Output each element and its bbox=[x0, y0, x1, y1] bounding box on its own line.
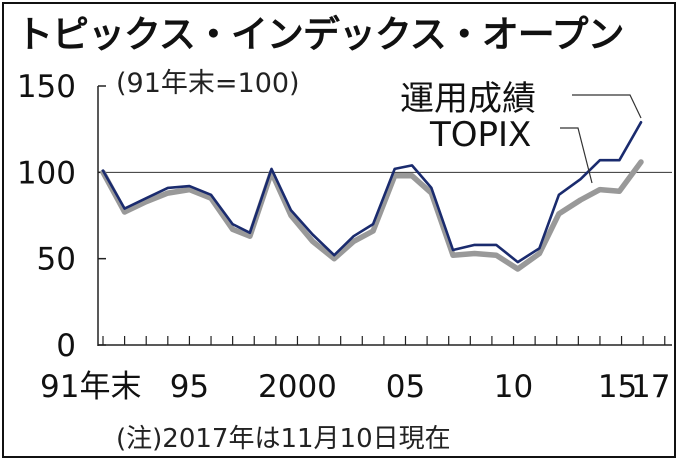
data-point-topix-22 bbox=[558, 213, 560, 215]
y-tick-label-100: 100 bbox=[17, 155, 76, 191]
x-tick-label-1991: 91年末 bbox=[40, 369, 141, 405]
data-point-topix-10 bbox=[312, 240, 314, 242]
data-point-topix-2 bbox=[145, 201, 147, 203]
data-point-fund-performance-0 bbox=[102, 170, 104, 172]
data-point-topix-23 bbox=[579, 199, 582, 201]
data-point-topix-26 bbox=[640, 161, 642, 163]
x-tick-label-2017: 17 bbox=[631, 369, 670, 405]
unit-note: (91年末=100) bbox=[116, 68, 300, 99]
data-point-topix-13 bbox=[372, 230, 374, 232]
data-point-topix-25 bbox=[618, 190, 621, 192]
data-point-fund-performance-19 bbox=[495, 244, 497, 246]
data-point-fund-performance-11 bbox=[333, 254, 335, 256]
data-point-topix-17 bbox=[452, 254, 454, 256]
data-point-topix-7 bbox=[249, 235, 251, 237]
data-point-topix-19 bbox=[495, 254, 497, 256]
data-point-topix-1 bbox=[124, 211, 126, 213]
data-point-fund-performance-1 bbox=[124, 208, 126, 210]
data-point-fund-performance-17 bbox=[452, 249, 454, 251]
series-line-topix bbox=[100, 159, 644, 272]
data-point-fund-performance-9 bbox=[290, 209, 292, 211]
data-point-topix-4 bbox=[188, 189, 190, 191]
data-point-topix-6 bbox=[232, 228, 234, 230]
data-point-topix-3 bbox=[167, 192, 169, 194]
legend-leader-fund-performance bbox=[572, 94, 642, 119]
data-point-fund-performance-13 bbox=[372, 223, 374, 225]
x-tick-label-2015: 15 bbox=[598, 369, 637, 405]
chart-frame: トピックス・インデックス・オープン (注)2017年は11月10日現在 bbox=[2, 2, 676, 458]
data-point-fund-performance-18 bbox=[474, 244, 476, 246]
data-point-fund-performance-20 bbox=[517, 261, 519, 263]
legend-label-fund-performance: 運用成績 bbox=[400, 79, 536, 119]
data-point-fund-performance-23 bbox=[579, 178, 582, 180]
legend-label-topix: TOPIX bbox=[429, 115, 531, 155]
data-point-fund-performance-24 bbox=[599, 159, 601, 161]
x-tick-label-2010: 10 bbox=[494, 369, 533, 405]
data-point-topix-18 bbox=[474, 252, 476, 255]
data-point-topix-20 bbox=[517, 268, 519, 270]
data-point-topix-24 bbox=[599, 189, 601, 191]
x-tick-label-2000: 2000 bbox=[258, 369, 337, 405]
x-tick-label-2005: 05 bbox=[386, 369, 425, 405]
y-tick-label-0: 0 bbox=[56, 328, 76, 364]
x-tick-label-1995: 95 bbox=[170, 369, 209, 405]
data-point-fund-performance-5 bbox=[210, 194, 212, 196]
y-tick-label-50: 50 bbox=[37, 242, 76, 278]
legend-leader-topix bbox=[560, 127, 593, 184]
data-point-fund-performance-22 bbox=[558, 194, 560, 196]
data-point-fund-performance-8 bbox=[270, 168, 273, 170]
data-point-fund-performance-6 bbox=[232, 223, 234, 225]
data-point-topix-11 bbox=[333, 258, 335, 260]
data-point-fund-performance-12 bbox=[353, 235, 355, 237]
data-point-topix-16 bbox=[430, 192, 432, 194]
data-point-fund-performance-26 bbox=[640, 121, 642, 123]
y-tick-label-150: 150 bbox=[17, 69, 76, 105]
data-point-topix-5 bbox=[210, 197, 212, 199]
chart-title: トピックス・インデックス・オープン bbox=[16, 13, 625, 56]
footnote: (注)2017年は11月10日現在 bbox=[116, 424, 451, 454]
data-point-topix-14 bbox=[394, 175, 396, 177]
data-point-fund-performance-25 bbox=[618, 159, 621, 161]
data-point-topix-15 bbox=[411, 175, 413, 177]
data-point-fund-performance-15 bbox=[411, 164, 413, 166]
data-point-fund-performance-2 bbox=[145, 197, 147, 199]
data-point-fund-performance-16 bbox=[430, 187, 432, 189]
data-point-fund-performance-14 bbox=[394, 168, 396, 170]
data-point-fund-performance-21 bbox=[538, 247, 541, 249]
data-point-topix-9 bbox=[290, 214, 292, 217]
data-point-fund-performance-4 bbox=[188, 185, 190, 187]
data-point-fund-performance-10 bbox=[312, 233, 314, 236]
data-point-fund-performance-7 bbox=[249, 232, 251, 234]
data-point-fund-performance-3 bbox=[167, 187, 169, 189]
data-point-topix-21 bbox=[538, 252, 541, 255]
data-point-topix-12 bbox=[353, 240, 355, 242]
